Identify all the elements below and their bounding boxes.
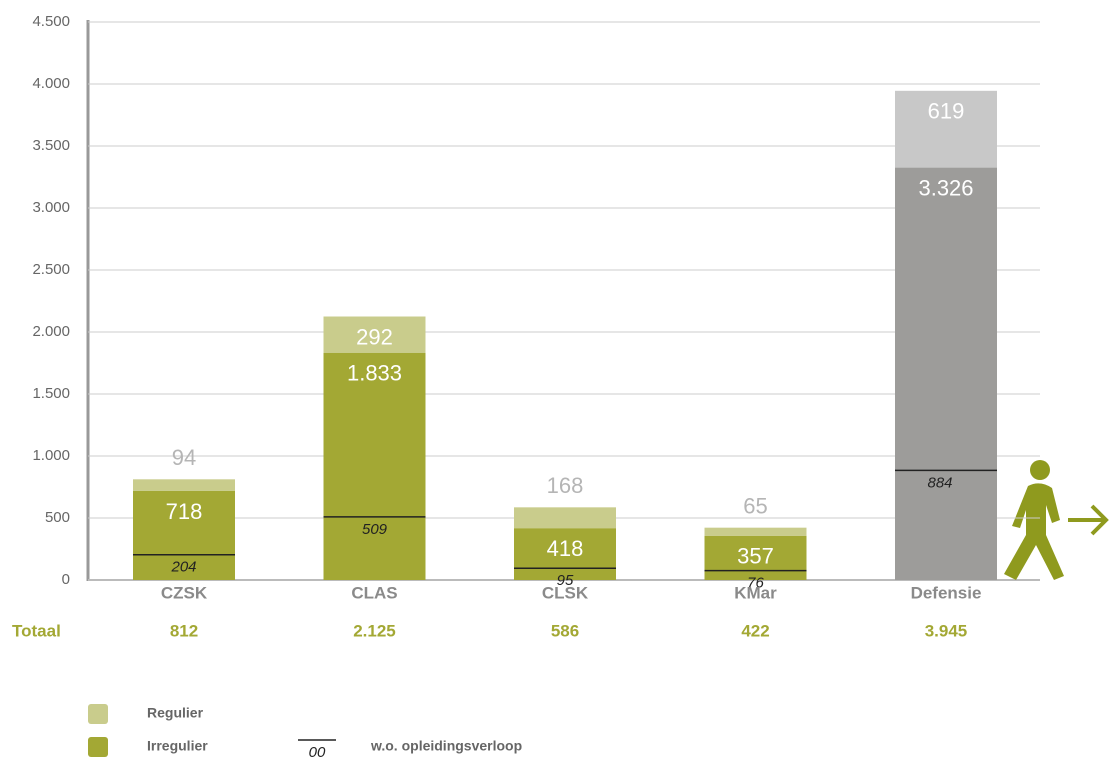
value-label: 168 [547, 473, 584, 498]
y-tick-label: 2.000 [32, 323, 70, 340]
bar-segment [323, 316, 426, 353]
marker-label: 95 [557, 572, 574, 589]
bar-segment [895, 90, 997, 168]
total-label: 2.125 [353, 621, 396, 640]
legend-marker-sample: 00 [309, 744, 326, 760]
x-tick-label: Defensie [911, 583, 982, 602]
y-tick-label: 3.500 [32, 137, 70, 154]
marker-label: 884 [927, 474, 952, 491]
bar-segment [704, 535, 807, 580]
legend-label: Regulier [147, 705, 204, 721]
y-tick-label: 4.000 [32, 75, 70, 92]
marker-label: 204 [170, 559, 196, 576]
bar-segment [323, 352, 426, 580]
value-label: 3.326 [918, 175, 973, 200]
bar-segment [133, 479, 235, 491]
y-tick-label: 2.500 [32, 261, 70, 278]
x-tick-label: CLAS [351, 583, 397, 602]
marker-label: 76 [747, 575, 764, 592]
bar-segment [514, 528, 616, 580]
bar-segment [704, 527, 807, 536]
bar-segment [133, 490, 235, 580]
marker-label: 509 [362, 521, 388, 538]
value-label: 357 [737, 544, 774, 569]
total-label: 812 [170, 621, 198, 640]
legend-label: w.o. opleidingsverloop [370, 738, 522, 754]
legend-swatch [88, 704, 108, 724]
x-tick-label: CLSK [542, 583, 589, 602]
y-tick-label: 3.000 [32, 199, 70, 216]
bar-segment [514, 507, 616, 529]
total-label: 3.945 [925, 621, 968, 640]
total-label: 422 [741, 621, 769, 640]
value-label: 418 [547, 536, 584, 561]
total-label: 586 [551, 621, 579, 640]
legend-label: Irregulier [147, 738, 208, 754]
bar-segment [895, 167, 997, 581]
value-label: 94 [172, 445, 196, 470]
value-label: 619 [928, 99, 965, 124]
y-tick-label: 4.500 [32, 13, 70, 30]
y-tick-label: 1.000 [32, 447, 70, 464]
x-tick-label: CZSK [161, 583, 208, 602]
y-tick-label: 500 [45, 509, 70, 526]
value-label: 1.833 [347, 361, 402, 386]
value-label: 718 [166, 499, 203, 524]
value-label: 65 [743, 493, 767, 518]
legend-swatch [88, 737, 108, 757]
y-tick-label: 1.500 [32, 385, 70, 402]
value-label: 292 [356, 324, 393, 349]
x-tick-label: KMar [734, 583, 777, 602]
y-tick-label: 0 [62, 571, 70, 588]
totals-title: Totaal [12, 621, 61, 640]
